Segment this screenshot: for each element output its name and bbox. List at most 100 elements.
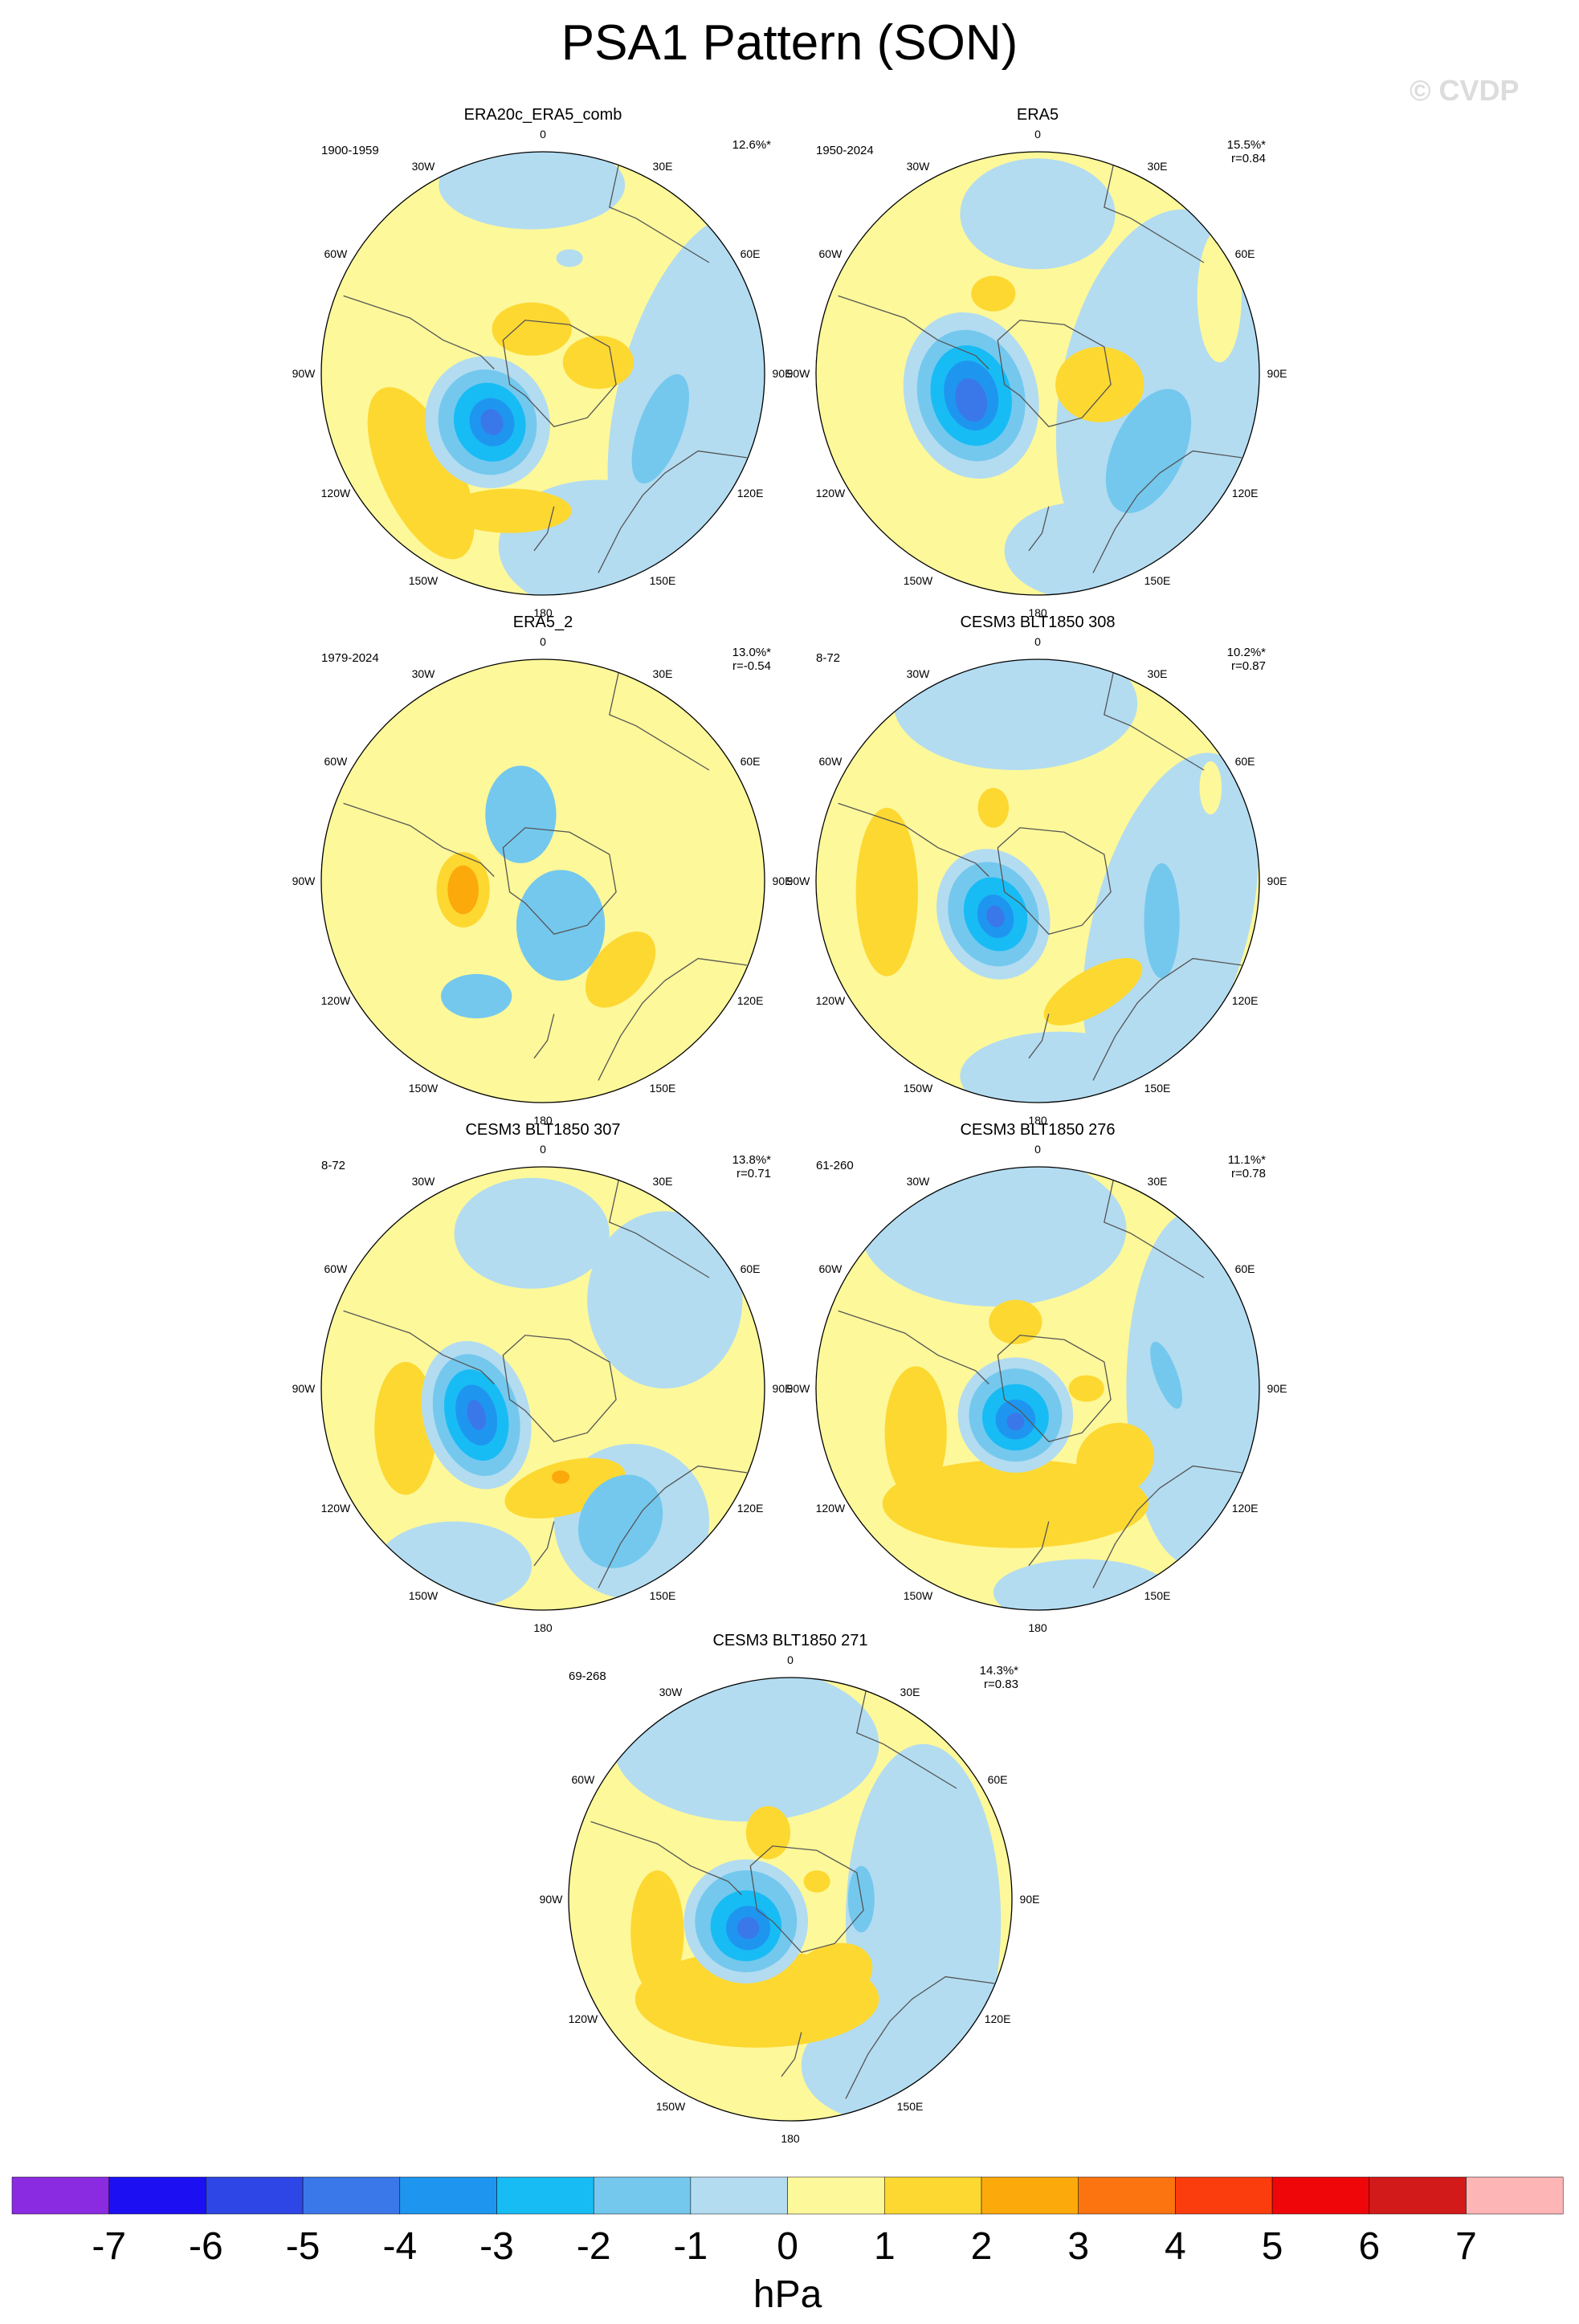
lon-label: 90W: [787, 1382, 811, 1395]
lon-label: 90W: [292, 1382, 316, 1395]
lon-label: 30W: [659, 1686, 683, 1698]
lon-label: 180: [1028, 606, 1047, 619]
lon-label: 60W: [819, 755, 843, 768]
lon-label: 150W: [904, 574, 933, 587]
panel-variance: 11.1%*: [1228, 1153, 1266, 1167]
contour-region: [587, 1211, 743, 1388]
map-boundary: [815, 658, 1260, 1103]
lon-label: 0: [540, 635, 546, 648]
panel-correlation: r=-0.54: [732, 659, 771, 673]
panel-years: 69-268: [569, 1670, 606, 1683]
contour-region: [860, 1167, 1127, 1307]
contour-region: [736, 1917, 760, 1939]
map-boundary: [320, 1166, 765, 1611]
lon-label: 150E: [897, 2100, 924, 2113]
panel-years: 8-72: [816, 651, 840, 665]
lon-label: 0: [787, 1653, 794, 1666]
lon-label: 120E: [737, 487, 764, 499]
lon-label: 0: [540, 128, 546, 141]
contour-region: [1105, 389, 1192, 513]
contour-region: [1068, 1375, 1104, 1402]
lon-label: 0: [540, 1143, 546, 1156]
panel-correlation: r=0.71: [736, 1167, 771, 1180]
contour-region: [454, 1177, 610, 1289]
coastline: [343, 156, 748, 573]
lon-label: 30E: [1148, 1175, 1168, 1188]
contour-region: [977, 788, 1010, 828]
lon-label: 150E: [1144, 1589, 1171, 1602]
lon-label: 120W: [816, 487, 846, 499]
contour-region: [989, 1299, 1042, 1344]
lon-label: 60E: [1235, 755, 1255, 768]
contour-region: [547, 765, 618, 863]
contour-region: [447, 865, 479, 915]
lon-label: 120W: [321, 994, 351, 1007]
contour-region: [1076, 1422, 1154, 1496]
lon-label: 120E: [1232, 487, 1259, 499]
contour-region: [955, 377, 988, 422]
contour-region: [467, 1400, 486, 1430]
map-panel: 0 30E 60E 90E 120E 150E 180 150W 120W 90W 60W 30W ER…: [292, 106, 793, 619]
lon-label: 30E: [653, 1175, 673, 1188]
contour-region: [855, 807, 918, 976]
contour-region: [893, 659, 1138, 771]
contour-region: [562, 336, 634, 389]
lon-label: 90W: [787, 367, 811, 380]
contour-region: [1144, 862, 1180, 979]
lon-label: 120W: [321, 487, 351, 499]
lon-label: 90E: [773, 875, 793, 887]
lon-label: 120E: [1232, 994, 1259, 1007]
lon-label: 60W: [572, 1773, 596, 1786]
lon-label: 150W: [656, 2100, 686, 2113]
coastline: [838, 156, 1242, 573]
lon-label: 90E: [1267, 1382, 1287, 1395]
lon-label: 30W: [412, 160, 436, 173]
lon-label: 120E: [985, 2012, 1011, 2025]
lon-label: 30E: [653, 667, 673, 680]
coastline: [838, 663, 1242, 1081]
lon-label: 150E: [1144, 1082, 1171, 1095]
lon-label: 120E: [737, 1502, 764, 1515]
contour-region: [1055, 346, 1144, 422]
contour-region: [960, 158, 1116, 270]
lon-label: 180: [781, 2132, 800, 2145]
coastline: [838, 1171, 1242, 1588]
figure-title: PSA1 Pattern (SON): [561, 15, 1018, 71]
contour-region: [374, 1361, 437, 1495]
lon-label: 90W: [292, 875, 316, 887]
contour-region: [882, 1459, 1149, 1548]
slp-contours: [321, 152, 765, 595]
lon-label: 90W: [787, 875, 811, 887]
lon-label: 30E: [1148, 667, 1168, 680]
contour-region: [960, 1031, 1160, 1103]
panel-title: ERA5_2: [513, 614, 573, 631]
panel-title: CESM3 BLT1850 307: [465, 1121, 620, 1139]
contour-region: [803, 1870, 830, 1893]
lon-label: 180: [533, 1114, 553, 1127]
map-panel: 0 30E 60E 90E 120E 150E 180 150W 120W 90W 60W 30W CE…: [292, 1121, 793, 1634]
lon-label: 150E: [650, 574, 676, 587]
lon-label: 150E: [650, 1589, 676, 1602]
contour-region: [441, 973, 512, 1019]
lon-label: 60E: [1235, 247, 1255, 260]
lon-label: 120E: [737, 994, 764, 1007]
lon-label: 60E: [1235, 1262, 1255, 1275]
lon-label: 30W: [907, 160, 931, 173]
slp-contours: [569, 1678, 1012, 2121]
panel-variance: 13.8%*: [732, 1153, 772, 1167]
lon-label: 30E: [1148, 160, 1168, 173]
panel-correlation: r=0.84: [1231, 152, 1266, 165]
lon-label: 90E: [773, 1382, 793, 1395]
slp-contours: [321, 1167, 765, 1610]
lon-label: 90E: [1267, 875, 1287, 887]
map-panel: 0 30E 60E 90E 120E 150E 180 150W 120W 90W 60W 30W CE…: [540, 1632, 1040, 2145]
contour-region: [971, 275, 1016, 312]
contour-region: [1126, 1211, 1259, 1566]
panel-title: ERA5: [1017, 106, 1059, 124]
panel-years: 61-260: [816, 1159, 854, 1172]
coastline: [343, 663, 748, 1081]
contour-region: [1006, 1413, 1025, 1431]
lon-label: 120W: [321, 1502, 351, 1515]
map-panel: 0 30E 60E 90E 120E 150E 180 150W 120W 90W 60W 30W CE…: [787, 614, 1287, 1127]
